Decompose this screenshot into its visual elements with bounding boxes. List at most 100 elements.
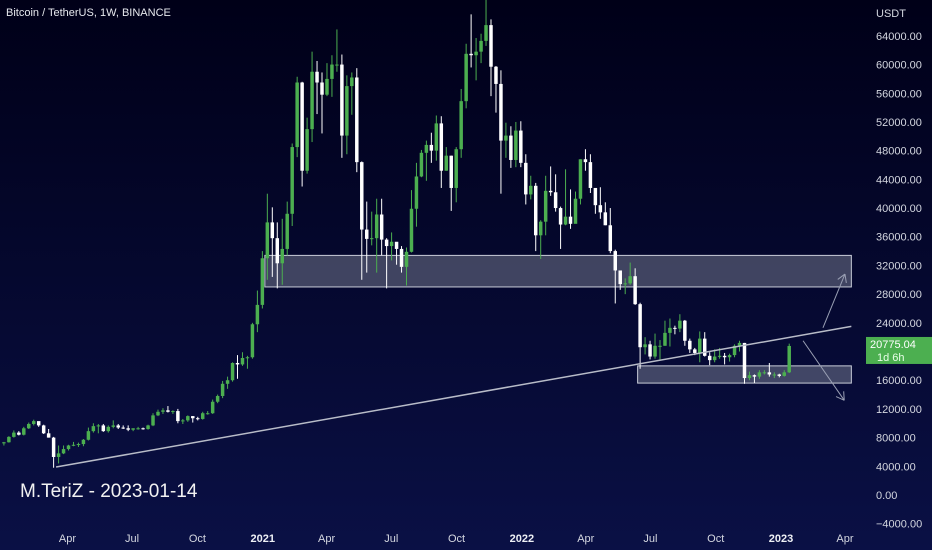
last-price-value: 20775.04	[870, 339, 916, 351]
candle	[698, 331, 702, 363]
symbol-title[interactable]: Bitcoin / TetherUS, 1W, BINANCE	[6, 7, 171, 19]
candle	[156, 409, 160, 417]
candle	[250, 322, 255, 359]
candle	[444, 147, 449, 171]
candle-body	[787, 345, 791, 373]
candle	[414, 162, 419, 227]
candle	[7, 436, 11, 443]
time-tick-label: 2023	[769, 533, 793, 545]
candle-body	[414, 176, 419, 209]
candle-body	[230, 363, 235, 381]
candle	[752, 374, 757, 384]
candle	[499, 70, 503, 194]
price-tick-label: 56000.00	[876, 88, 922, 100]
candle-body	[777, 374, 782, 376]
candle	[305, 117, 309, 174]
candle	[220, 380, 225, 399]
candle	[484, 0, 488, 46]
candle-body	[275, 238, 280, 264]
candle	[265, 193, 270, 280]
candle	[36, 421, 41, 427]
candle	[598, 187, 603, 219]
candle	[205, 411, 210, 415]
candle-body	[633, 276, 637, 305]
candle-body	[31, 421, 36, 424]
candle-body	[191, 416, 195, 419]
zone-1[interactable]	[264, 254, 852, 288]
candle-body	[250, 324, 255, 358]
price-tick-label: −4000.00	[876, 519, 922, 531]
projection-arrow-1[interactable]	[822, 273, 847, 329]
candle	[171, 410, 175, 414]
candle-body	[568, 216, 573, 224]
candle-body	[732, 345, 737, 356]
candle-body	[618, 270, 622, 285]
price-tick-label: 48000.00	[876, 146, 922, 158]
time-tick-label: Oct	[448, 533, 465, 545]
candle	[712, 349, 717, 363]
candle-body	[742, 342, 747, 379]
candle	[742, 342, 747, 384]
candle	[46, 429, 51, 438]
candle-body	[663, 332, 667, 346]
candle	[86, 427, 91, 441]
candle-body	[320, 82, 324, 95]
candle-body	[126, 428, 130, 430]
candle	[449, 155, 453, 211]
candle	[772, 372, 777, 379]
candle	[146, 424, 150, 430]
candle-body	[161, 410, 165, 412]
candle-body	[7, 436, 11, 443]
candle-body	[131, 428, 135, 430]
candle	[96, 423, 101, 434]
candle-body	[623, 283, 627, 285]
candle	[548, 166, 553, 196]
support-trendline[interactable]	[55, 325, 852, 468]
candle	[330, 55, 334, 97]
candle-body	[66, 445, 71, 450]
candle	[777, 373, 782, 378]
candle-body	[762, 372, 767, 374]
candle	[369, 211, 374, 246]
candle-body	[106, 426, 111, 432]
price-axis[interactable]: −4000.00 0.00 4000.00 8000.00 12000.00 16000.…	[876, 31, 922, 531]
candle-body	[469, 53, 473, 56]
candle	[315, 60, 319, 115]
candle-body	[325, 78, 329, 95]
time-axis[interactable]: Apr Jul Oct 2021 Apr Jul Oct 2022 Apr Jul Oct 2023 A…	[59, 533, 854, 545]
candle-body	[643, 344, 647, 348]
price-tick-label: 44000.00	[876, 174, 922, 186]
price-tick-label: 52000.00	[876, 117, 922, 129]
candle-body	[588, 162, 593, 188]
time-tick-label: 2022	[510, 533, 534, 545]
candle	[787, 343, 791, 374]
candle-body	[210, 401, 215, 414]
candle-body	[46, 433, 51, 438]
candle	[469, 14, 473, 68]
candle	[365, 201, 369, 273]
candle	[578, 159, 583, 205]
candle	[489, 19, 493, 97]
candle	[161, 408, 165, 414]
candle-body	[225, 380, 230, 384]
candle	[722, 352, 727, 365]
candle	[285, 201, 289, 256]
candle-body	[166, 410, 170, 412]
candle-body	[613, 251, 617, 271]
price-tick-label: 12000.00	[876, 404, 922, 416]
candle-body	[56, 453, 61, 457]
candle	[529, 175, 533, 200]
candle	[181, 418, 185, 424]
candle	[121, 425, 125, 429]
candle	[707, 352, 712, 366]
projection-arrow-2[interactable]	[802, 340, 845, 401]
candle	[374, 198, 379, 273]
support-resistance-zones	[264, 254, 852, 384]
currency-label: USDT	[876, 8, 906, 20]
candle-body	[538, 221, 543, 236]
candle-body	[235, 363, 240, 365]
candle-body	[200, 413, 205, 419]
candle-body	[543, 190, 548, 222]
last-price-box	[866, 336, 932, 364]
